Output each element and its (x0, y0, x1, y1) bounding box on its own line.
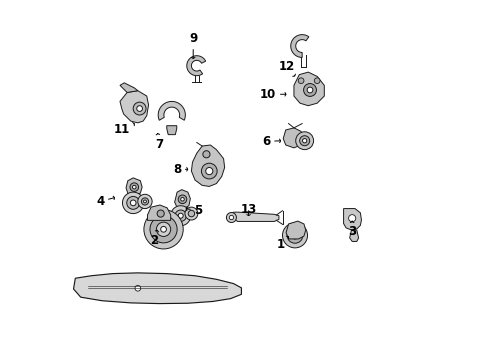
Circle shape (348, 215, 356, 222)
Circle shape (296, 132, 314, 150)
Polygon shape (294, 72, 324, 106)
Text: 13: 13 (241, 203, 257, 216)
Polygon shape (120, 83, 138, 93)
Circle shape (201, 163, 217, 179)
Circle shape (137, 106, 143, 111)
Circle shape (157, 210, 164, 217)
Circle shape (161, 226, 167, 232)
Polygon shape (120, 91, 148, 123)
Circle shape (175, 210, 186, 221)
Polygon shape (286, 221, 306, 239)
Circle shape (302, 139, 307, 143)
Text: 12: 12 (279, 60, 295, 76)
Polygon shape (167, 126, 177, 135)
Circle shape (314, 78, 320, 84)
Circle shape (130, 200, 136, 206)
Circle shape (138, 194, 152, 208)
Circle shape (132, 185, 136, 189)
Polygon shape (229, 212, 279, 221)
Circle shape (171, 206, 191, 226)
Circle shape (185, 207, 198, 220)
Circle shape (229, 215, 234, 220)
Circle shape (226, 212, 237, 222)
Circle shape (144, 200, 147, 203)
Circle shape (130, 183, 139, 192)
Text: 6: 6 (262, 135, 281, 148)
Polygon shape (187, 56, 206, 76)
Circle shape (135, 285, 141, 291)
Circle shape (127, 197, 140, 209)
Circle shape (206, 167, 213, 175)
Polygon shape (74, 273, 242, 303)
Circle shape (307, 87, 313, 93)
Circle shape (156, 222, 171, 237)
Text: 3: 3 (348, 221, 356, 238)
Polygon shape (147, 205, 171, 220)
Text: 7: 7 (155, 134, 163, 151)
Circle shape (188, 210, 195, 217)
Text: 9: 9 (189, 32, 197, 58)
Circle shape (122, 192, 144, 213)
Text: 10: 10 (260, 88, 286, 101)
Polygon shape (343, 208, 362, 230)
Circle shape (203, 151, 210, 158)
Circle shape (178, 195, 187, 203)
Circle shape (150, 216, 177, 243)
Circle shape (142, 198, 148, 205)
Circle shape (144, 210, 183, 249)
Circle shape (300, 136, 310, 146)
Circle shape (298, 78, 304, 84)
Polygon shape (192, 145, 224, 186)
Polygon shape (350, 230, 359, 242)
Text: 4: 4 (96, 195, 115, 208)
Circle shape (133, 102, 146, 115)
Text: 1: 1 (277, 236, 289, 251)
Circle shape (292, 232, 298, 239)
Circle shape (304, 84, 317, 96)
Polygon shape (158, 102, 185, 120)
Circle shape (287, 228, 303, 243)
Circle shape (283, 223, 308, 248)
Polygon shape (283, 128, 304, 148)
Polygon shape (126, 178, 142, 196)
Text: 2: 2 (150, 230, 159, 247)
Text: 5: 5 (186, 204, 203, 217)
Circle shape (178, 213, 183, 218)
Polygon shape (291, 35, 309, 58)
Circle shape (181, 198, 184, 201)
Polygon shape (174, 190, 190, 209)
Text: 8: 8 (173, 163, 188, 176)
Text: 11: 11 (114, 122, 134, 136)
